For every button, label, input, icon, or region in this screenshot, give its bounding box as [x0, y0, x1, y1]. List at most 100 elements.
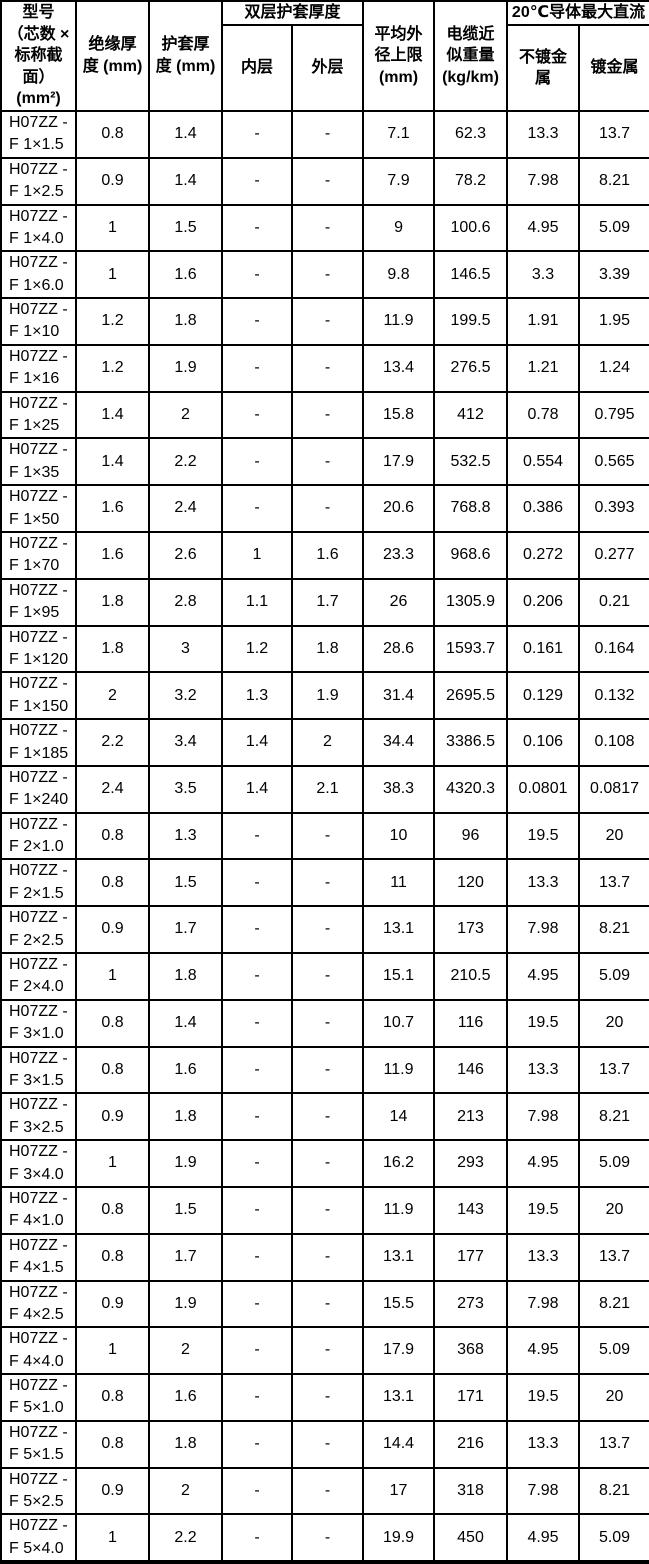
value-cell: -	[221, 1419, 293, 1469]
value-cell: -	[290, 1513, 365, 1564]
value-cell: 13.4	[362, 343, 436, 393]
value-cell: 8.21	[578, 156, 649, 206]
value-cell: 7.9	[362, 156, 436, 206]
value-cell: -	[221, 998, 293, 1048]
value-cell: 2.1	[290, 764, 365, 814]
col-header-sheath-thickness: 护套厚 度 (mm)	[148, 0, 223, 112]
value-cell: 1.5	[148, 858, 223, 908]
value-cell: -	[290, 297, 365, 346]
value-cell: 23.3	[362, 531, 436, 580]
value-cell: 3.3	[506, 250, 581, 300]
value-cell: 1.2	[75, 343, 150, 393]
value-cell: 2	[148, 1466, 223, 1516]
value-cell: -	[290, 1045, 365, 1095]
value-cell: 146.5	[433, 250, 509, 300]
model-cell: H07ZZ - F 5×2.5	[0, 1466, 77, 1516]
value-cell: 62.3	[433, 109, 509, 159]
value-cell: 1.5	[148, 203, 223, 253]
value-cell: 13.7	[578, 1419, 649, 1469]
value-cell: 1.91	[506, 297, 581, 346]
value-cell: 2	[290, 718, 365, 767]
value-cell: 13.7	[578, 1045, 649, 1095]
col-header-model: 型号 （芯数 × 标称截 面） (mm²)	[0, 0, 77, 112]
value-cell: 143	[433, 1185, 509, 1235]
model-cell: H07ZZ - F 1×70	[0, 531, 77, 580]
value-cell: 8.21	[578, 905, 649, 955]
value-cell: 1.6	[75, 484, 150, 533]
value-cell: 1.4	[148, 998, 223, 1048]
table-row: H07ZZ - F 5×4.0 1 2.2- -19.9 450 4.95 5.09	[0, 1513, 649, 1564]
value-cell: 7.98	[506, 1466, 581, 1516]
value-cell: 7.98	[506, 905, 581, 955]
model-cell: H07ZZ - F 1×240	[0, 764, 77, 814]
table-row: H07ZZ - F 2×1.0 0.8 1.3- -10 96 19.5 20	[0, 811, 649, 861]
value-cell: 1.8	[75, 577, 150, 627]
value-cell: 0.8	[75, 1419, 150, 1469]
model-cell: H07ZZ - F 5×1.0	[0, 1373, 77, 1422]
value-cell: 1	[75, 203, 150, 253]
value-cell: 4.95	[506, 1326, 581, 1376]
table-row: H07ZZ - F 4×2.5 0.9 1.9- -15.5 273 7.98 8.21	[0, 1279, 649, 1329]
col-header-plated: 镀金属	[578, 24, 649, 112]
value-cell: 13.3	[506, 1232, 581, 1282]
model-cell: H07ZZ - F 2×2.5	[0, 905, 77, 955]
model-cell: H07ZZ - F 1×2.5	[0, 156, 77, 206]
value-cell: 0.8	[75, 811, 150, 861]
model-cell: H07ZZ - F 1×4.0	[0, 203, 77, 253]
value-cell: -	[290, 1232, 365, 1282]
value-cell: 1.6	[148, 1373, 223, 1422]
value-cell: 116	[433, 998, 509, 1048]
table-row: H07ZZ - F 3×1.0 0.8 1.4- -10.7 116 19.5 20	[0, 998, 649, 1048]
value-cell: 15.5	[362, 1279, 436, 1329]
value-cell: -	[221, 1373, 293, 1422]
value-cell: 0.554	[506, 437, 581, 487]
value-cell: 38.3	[362, 764, 436, 814]
value-cell: 5.09	[578, 1513, 649, 1564]
model-cell: H07ZZ - F 1×185	[0, 718, 77, 767]
header-row-subcolumns: 内层 外层 不镀金 属 镀金属	[1, 24, 649, 112]
value-cell: 13.7	[578, 109, 649, 159]
value-cell: -	[290, 1092, 365, 1142]
value-cell: 20	[578, 1373, 649, 1422]
value-cell: 1	[221, 531, 293, 580]
value-cell: 1.4	[75, 437, 150, 487]
table-row: H07ZZ - F 3×2.5 0.9 1.8- -14 213 7.98 8.21	[0, 1092, 649, 1142]
value-cell: 1.8	[148, 1092, 223, 1142]
value-cell: 0.78	[506, 390, 581, 440]
col-header-avg-outer-diameter: 平均外 径上限 (mm)	[362, 0, 436, 112]
value-cell: 13.3	[506, 858, 581, 908]
value-cell: 2	[75, 671, 150, 721]
value-cell: 1	[75, 1326, 150, 1376]
value-cell: 199.5	[433, 297, 509, 346]
model-cell: H07ZZ - F 5×4.0	[0, 1513, 77, 1564]
value-cell: 17	[362, 1466, 436, 1516]
value-cell: 5.09	[578, 952, 649, 1001]
value-cell: 1.24	[578, 343, 649, 393]
value-cell: 26	[362, 577, 436, 627]
value-cell: 100.6	[433, 203, 509, 253]
value-cell: -	[290, 484, 365, 533]
value-cell: 5.09	[578, 1139, 649, 1188]
value-cell: -	[290, 858, 365, 908]
value-cell: -	[221, 1279, 293, 1329]
value-cell: 7.98	[506, 156, 581, 206]
value-cell: 1.9	[148, 1139, 223, 1188]
model-cell: H07ZZ - F 1×1.5	[0, 109, 77, 159]
value-cell: 0.9	[75, 1466, 150, 1516]
value-cell: 768.8	[433, 484, 509, 533]
value-cell: 8.21	[578, 1279, 649, 1329]
value-cell: 1.8	[148, 1419, 223, 1469]
value-cell: 0.8	[75, 1185, 150, 1235]
value-cell: 0.393	[578, 484, 649, 533]
table-row: H07ZZ - F 1×35 1.4 2.2- -17.9 532.5 0.554 0.56…	[0, 437, 649, 487]
header-row-groups: 型号 （芯数 × 标称截 面） (mm²) 绝缘厚 度 (mm) 护套厚 度 (…	[0, 0, 649, 112]
value-cell: 20.6	[362, 484, 436, 533]
value-cell: 13.1	[362, 905, 436, 955]
col-header-insulation-thickness: 绝缘厚 度 (mm)	[75, 0, 150, 112]
value-cell: -	[221, 1513, 293, 1564]
value-cell: 17.9	[362, 1326, 436, 1376]
value-cell: 216	[433, 1419, 509, 1469]
model-cell: H07ZZ - F 2×1.0	[0, 811, 77, 861]
value-cell: 4.95	[506, 1513, 581, 1564]
value-cell: 20	[578, 811, 649, 861]
